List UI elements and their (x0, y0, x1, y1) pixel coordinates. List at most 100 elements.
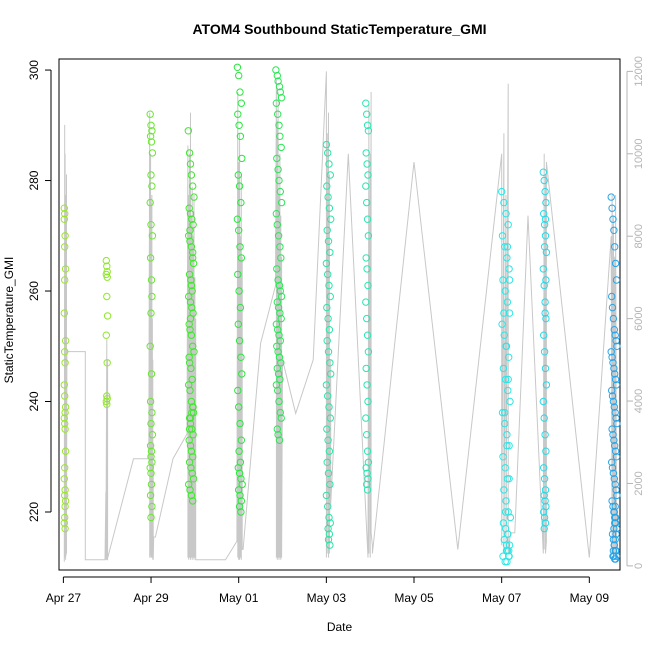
data-point (147, 513, 155, 522)
data-point (275, 82, 284, 91)
data-point (146, 110, 154, 118)
data-point (61, 232, 69, 240)
data-point (60, 464, 69, 472)
data-point (272, 66, 280, 74)
data-point (363, 198, 371, 207)
data-point (363, 480, 371, 489)
data-point (613, 419, 621, 428)
data-point (102, 256, 111, 265)
y2-tick-label: 2000 (633, 471, 645, 495)
data-point (237, 508, 245, 516)
data-point (540, 414, 548, 422)
data-point (185, 381, 193, 389)
data-point (502, 497, 510, 505)
data-point (505, 353, 513, 361)
data-point (277, 198, 286, 207)
data-point (362, 364, 370, 373)
data-point (190, 348, 198, 356)
data-point (185, 458, 194, 466)
data-point (103, 392, 111, 400)
data-point (608, 464, 617, 472)
data-point (608, 458, 616, 466)
data-point (541, 298, 549, 306)
data-point (611, 502, 619, 511)
data-point (609, 469, 618, 477)
data-point (500, 331, 508, 339)
data-point (362, 149, 370, 157)
y2-tick-label: 4000 (633, 389, 645, 413)
data-point (60, 210, 69, 218)
data-point (185, 359, 194, 367)
data-point (324, 314, 332, 323)
data-point (234, 270, 242, 279)
data-point (611, 259, 620, 268)
y-tick-label: 280 (27, 170, 41, 190)
data-point (501, 287, 509, 295)
data-point (148, 431, 157, 439)
data-point (362, 298, 370, 306)
data-point (499, 364, 508, 373)
data-point (499, 453, 507, 461)
data-point (324, 535, 333, 544)
data-point (500, 198, 508, 207)
data-point (189, 497, 197, 505)
data-point (541, 519, 550, 527)
data-point (276, 132, 284, 141)
data-point (187, 171, 196, 179)
data-point (233, 63, 242, 72)
data-point (146, 342, 154, 350)
data-point (322, 259, 331, 268)
data-point (61, 524, 69, 533)
data-point (363, 486, 372, 494)
data-point (184, 127, 193, 135)
data-point (187, 491, 196, 500)
y-tick-label: 300 (27, 60, 41, 80)
data-point (274, 77, 282, 85)
data-point (186, 226, 194, 235)
data-point (187, 364, 195, 373)
data-point (326, 171, 334, 179)
data-point (272, 381, 281, 389)
y-tick-label: 260 (27, 281, 41, 301)
data-point (500, 309, 508, 317)
x-tick-label: May 09 (570, 591, 610, 605)
data-point (188, 215, 196, 223)
data-point (326, 414, 334, 422)
data-point (277, 292, 286, 301)
data-point (498, 408, 507, 417)
data-point (364, 475, 372, 483)
data-point (146, 132, 155, 141)
data-point (187, 243, 196, 251)
data-point (236, 88, 244, 96)
data-point (608, 392, 617, 400)
data-point (610, 541, 618, 549)
data-point (541, 309, 549, 317)
data-point (325, 403, 333, 411)
data-point (148, 127, 156, 135)
data-point (186, 414, 195, 422)
chart-title: ATOM4 Southbound StaticTemperature_GMI (192, 21, 486, 37)
data-point (186, 314, 195, 323)
data-point (612, 381, 621, 389)
data-point (363, 265, 371, 273)
data-point (146, 442, 155, 450)
data-point (609, 431, 617, 439)
data-point (542, 381, 551, 389)
data-point (272, 320, 281, 328)
data-point (610, 436, 618, 444)
data-point (235, 71, 243, 80)
data-point (277, 94, 286, 102)
data-point (238, 370, 246, 378)
data-point (103, 273, 111, 281)
data-point (188, 375, 196, 384)
data-point (363, 431, 371, 439)
data-point (501, 375, 510, 384)
data-point (364, 232, 373, 240)
data-point (322, 491, 331, 500)
data-point (276, 309, 284, 317)
data-point (146, 254, 155, 262)
data-point (185, 270, 194, 279)
data-point (609, 215, 617, 223)
data-point (540, 491, 548, 500)
data-point (274, 110, 282, 118)
